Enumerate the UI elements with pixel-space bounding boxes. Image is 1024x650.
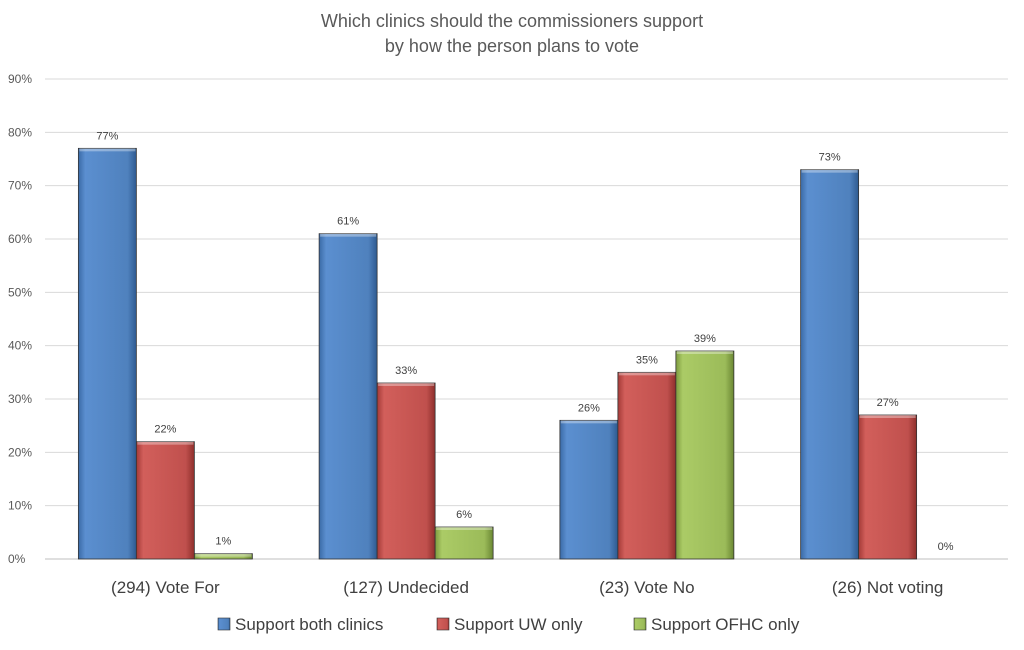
legend-label: Support both clinics [235,615,383,634]
bar-support-uw-only [617,371,677,560]
data-label: 1% [215,536,231,548]
gridlines [45,78,1008,560]
data-label: 26% [578,402,600,414]
y-tick-label: 10% [8,499,32,513]
bar-support-both-clinics [800,169,860,560]
legend-swatch-support-uw-only [436,617,450,631]
bar-support-both-clinics [77,147,137,560]
y-tick-label: 40% [8,339,32,353]
x-category-label: (294) Vote For [111,578,220,597]
bar-support-both-clinics [318,233,378,560]
bar-highlight [195,553,252,557]
data-label: 73% [819,152,841,164]
bar-highlight [436,527,493,530]
legend-label: Support OFHC only [651,615,800,634]
data-label: 22% [154,424,176,436]
bar-support-ofhc-only [675,350,735,560]
legend-swatch-support-both-clinics [217,617,231,631]
legend-swatch-support-ofhc-only [633,617,647,631]
y-tick-label: 30% [8,392,32,406]
bar-support-ofhc-only [193,553,253,560]
bar-support-uw-only [376,382,436,560]
data-label: 33% [395,365,417,377]
bar-highlight [378,383,435,386]
bar-highlight [137,441,194,445]
bars [77,147,918,560]
data-label: 0% [938,541,954,553]
y-tick-label: 20% [8,445,32,459]
bar-support-uw-only [135,441,195,560]
bar-highlight [859,415,916,418]
y-tick-label: 90% [8,72,32,86]
bar-highlight [801,169,858,173]
data-label: 6% [456,509,472,521]
y-tick-label: 60% [8,232,32,246]
x-axis-categories: (294) Vote For (127) Undecided (23) Vote N… [111,578,943,597]
y-tick-label: 0% [8,552,26,566]
x-category-label: (127) Undecided [343,578,469,597]
bar-highlight [79,148,136,152]
chart-title: Which clinics should the commissioners s… [321,11,703,31]
x-category-label: (23) Vote No [599,578,694,597]
bar-support-ofhc-only [434,526,494,560]
bar-support-uw-only [858,414,918,560]
y-tick-label: 80% [8,125,32,139]
legend-label: Support UW only [454,615,583,634]
y-tick-label: 70% [8,179,32,193]
bar-highlight [560,420,617,424]
x-category-label: (26) Not voting [832,578,944,597]
data-label: 61% [337,216,359,228]
data-label: 77% [96,130,118,142]
bar-highlight [676,351,733,354]
data-label: 27% [877,397,899,409]
y-tick-label: 50% [8,285,32,299]
bar-support-both-clinics [559,419,619,560]
data-label: 39% [694,333,716,345]
data-label: 35% [636,354,658,366]
bar-highlight [618,372,675,376]
chart-subtitle: by how the person plans to vote [385,36,639,56]
y-axis-ticks: 0% 10% 20% 30% 40% 50% 60% 70% 80% 90% [8,72,32,566]
legend: Support both clinics Support UW only Suppo… [217,615,800,634]
bar-highlight [320,233,377,237]
data-labels: 77% 22% 1% 61% 33% 6% 26% 35% 39% 73% 27% 0% [96,130,953,553]
